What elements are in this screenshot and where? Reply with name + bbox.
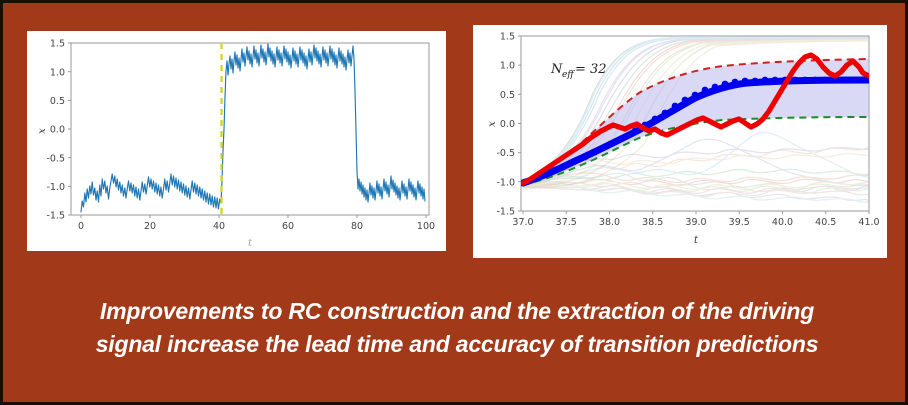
right-ytick-6: -1.5 <box>496 207 515 218</box>
right-series-group <box>521 36 869 204</box>
n-eff-annotation: N eff = 32 <box>550 62 607 80</box>
lower-confidence-bound <box>522 116 869 186</box>
caption-line-2: signal increase the lead time and accura… <box>95 331 819 357</box>
left-x-axis-title: t <box>248 238 253 249</box>
right-ytick-0: 1.5 <box>500 32 515 43</box>
right-xtick-6: 40.0 <box>772 217 793 228</box>
left-xtick-4: 80 <box>351 221 363 232</box>
right-xtick-5: 39.5 <box>729 217 750 228</box>
left-plot-frame <box>70 42 430 216</box>
right-ytick-4: -0.5 <box>496 148 515 159</box>
right-chart-svg: 1.5 1.0 0.5 0.0 -0.5 -1.0 -1.5 x <box>487 32 880 247</box>
left-ytick-2: 0.5 <box>50 96 65 107</box>
left-chart-panel: 1.5 1.0 0.5 0.0 -0.5 -1.0 -1.5 x <box>27 31 446 251</box>
right-xtick-8: 41.0 <box>858 217 879 228</box>
left-x-tick-labels: 0 20 40 60 80 100 <box>78 221 435 232</box>
left-y-tickmarks <box>68 42 71 216</box>
left-xtick-3: 60 <box>282 221 294 232</box>
right-ytick-2: 0.5 <box>500 90 515 101</box>
right-x-axis-title: t <box>694 235 699 246</box>
right-ytick-5: -1.0 <box>496 177 515 188</box>
right-x-tickmarks <box>522 211 870 214</box>
n-eff-subscript: eff <box>562 70 575 80</box>
caption-line-1: Improvements to RC construction and the … <box>99 298 815 324</box>
slide-caption: Improvements to RC construction and the … <box>3 295 908 361</box>
left-x-tickmarks <box>80 215 427 218</box>
left-series-group <box>80 43 426 215</box>
left-xtick-5: 100 <box>417 221 435 232</box>
right-y-axis-title: x <box>487 121 498 127</box>
right-xtick-4: 39.0 <box>685 217 706 228</box>
right-xtick-7: 40.5 <box>815 217 836 228</box>
right-x-tick-labels: 37.0 37.5 38.0 38.5 39.0 39.5 40.0 40.5 … <box>512 217 879 228</box>
left-ytick-5: -1.0 <box>46 182 65 193</box>
right-xtick-0: 37.0 <box>512 217 533 228</box>
left-ytick-6: -1.5 <box>46 211 65 222</box>
left-ytick-3: 0.0 <box>50 125 65 136</box>
left-ytick-0: 1.5 <box>50 39 65 50</box>
right-xtick-1: 37.5 <box>556 217 577 228</box>
ensemble-lower-group <box>522 132 869 204</box>
left-signal-line <box>80 43 426 213</box>
left-xtick-1: 20 <box>144 221 156 232</box>
left-y-axis-title: x <box>37 128 48 134</box>
left-xtick-2: 40 <box>213 221 225 232</box>
right-chart-panel: 1.5 1.0 0.5 0.0 -0.5 -1.0 -1.5 x <box>473 25 887 258</box>
right-xtick-3: 38.5 <box>642 217 663 228</box>
right-plot-frame <box>520 35 870 212</box>
n-eff-symbol: N <box>550 62 563 77</box>
left-y-tick-labels: 1.5 1.0 0.5 0.0 -0.5 -1.0 -1.5 <box>46 39 65 222</box>
right-xtick-2: 38.0 <box>599 217 620 228</box>
right-ytick-1: 1.0 <box>500 61 515 72</box>
right-ytick-3: 0.0 <box>500 119 515 130</box>
left-chart-svg: 1.5 1.0 0.5 0.0 -0.5 -1.0 -1.5 x <box>37 39 435 249</box>
left-ytick-1: 1.0 <box>50 67 65 78</box>
left-xtick-0: 0 <box>78 221 84 232</box>
right-y-tick-labels: 1.5 1.0 0.5 0.0 -0.5 -1.0 -1.5 <box>496 32 515 218</box>
n-eff-value: = 32 <box>575 62 607 77</box>
left-ytick-4: -0.5 <box>46 153 65 164</box>
true-trajectory-line <box>521 52 869 186</box>
